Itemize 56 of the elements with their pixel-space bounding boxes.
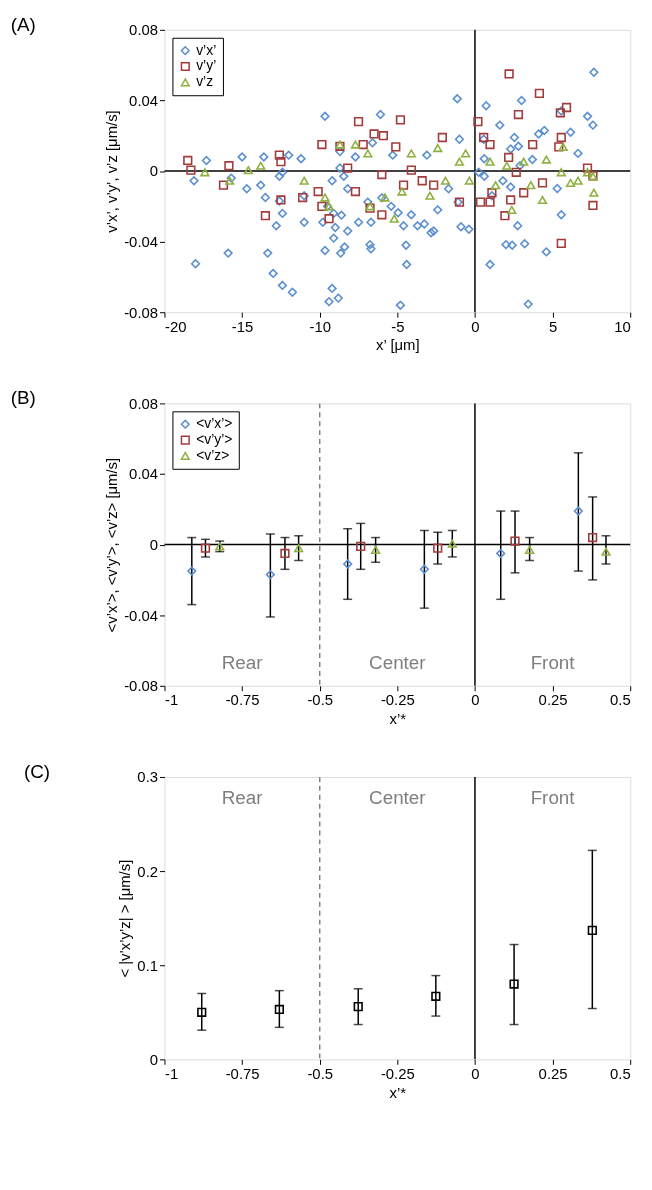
chart-title: (A)	[10, 13, 36, 35]
x-tick-label: 0	[471, 692, 480, 709]
x-tick-label: 5	[548, 318, 558, 335]
legend-label: <v’y’>	[196, 431, 233, 448]
annotation: Rear	[221, 651, 263, 673]
x-axis-title: x’ [μm]	[376, 337, 420, 354]
annotation: Center	[369, 786, 426, 808]
x-tick-label: -15	[231, 318, 254, 335]
x-tick-label: -0.75	[225, 692, 260, 709]
chart-title: (B)	[10, 387, 36, 409]
y-tick-label: 0.04	[129, 92, 159, 109]
x-tick-label: 10	[614, 318, 631, 335]
y-axis-title: v’x’, v’y’, v’z [μm/s]	[104, 110, 121, 233]
y-tick-label: 0.2	[137, 863, 159, 880]
x-tick-label: -1	[164, 692, 179, 709]
x-tick-label: 0	[471, 318, 480, 335]
y-tick-label: 0	[149, 537, 159, 554]
x-tick-label: -0.25	[380, 1065, 415, 1082]
x-axis-title: x’*	[389, 710, 407, 727]
annotation: Front	[530, 786, 576, 808]
x-tick-label: -1	[164, 1065, 179, 1082]
y-tick-label: 0.08	[129, 22, 159, 39]
x-tick-label: -20	[164, 318, 187, 335]
y-tick-label: -0.08	[124, 304, 159, 321]
annotation: Center	[369, 651, 426, 673]
y-tick-label: -0.04	[124, 607, 159, 624]
x-tick-label: 0.25	[538, 1065, 568, 1082]
x-axis-title: x’*	[389, 1084, 407, 1101]
x-tick-label: -10	[309, 318, 331, 335]
y-tick-label: 0	[149, 1051, 159, 1068]
y-axis-title: < |v’x’y’z| > [μm/s]	[117, 859, 134, 978]
legend-label: v’x’	[196, 41, 217, 58]
legend-label: v’y’	[196, 57, 217, 74]
y-tick-label: -0.08	[124, 678, 159, 695]
x-tick-label: 0	[471, 1065, 480, 1082]
legend-label: <v’x’>	[196, 415, 233, 432]
x-tick-label: 0.5	[610, 1065, 631, 1082]
y-tick-label: 0	[149, 163, 159, 180]
y-axis-title: <v’x’>, <v’y’>, <v’z> [μm/s]	[104, 457, 121, 633]
annotation: Rear	[221, 786, 263, 808]
legend-label: v’z	[196, 73, 214, 90]
x-tick-label: -5	[391, 318, 405, 335]
x-tick-label: 0.5	[610, 692, 631, 709]
x-tick-label: -0.25	[380, 692, 415, 709]
x-tick-label: -0.5	[307, 1065, 334, 1082]
y-tick-label: 0.04	[129, 466, 159, 483]
x-tick-label: -0.75	[225, 1065, 260, 1082]
x-tick-label: -0.5	[307, 692, 334, 709]
legend-label: <v’z>	[196, 446, 230, 463]
chart-title: (C)	[23, 760, 51, 782]
y-tick-label: 0.3	[137, 769, 159, 786]
y-tick-label: 0.08	[129, 395, 159, 412]
y-tick-label: 0.1	[137, 957, 159, 974]
y-tick-label: -0.04	[124, 234, 159, 251]
annotation: Front	[530, 651, 576, 673]
x-tick-label: 0.25	[538, 692, 568, 709]
